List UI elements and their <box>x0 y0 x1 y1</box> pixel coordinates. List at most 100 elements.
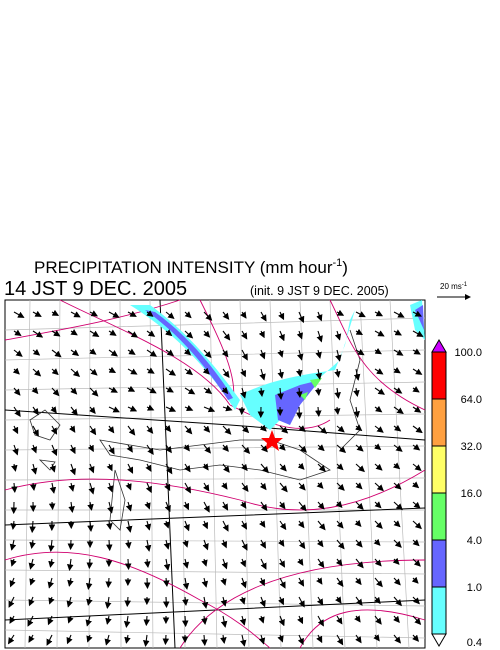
wind-arrow <box>69 444 76 455</box>
wind-arrow <box>182 558 190 569</box>
wind-arrow <box>393 387 403 394</box>
wind-arrow <box>164 501 171 513</box>
wind-arrow <box>220 539 228 549</box>
wind-arrow <box>221 349 229 358</box>
wind-arrow <box>260 463 269 474</box>
time-label: 14 JST 9 DEC. 2005 <box>4 278 187 300</box>
wind-arrow <box>125 539 132 550</box>
wind-arrow <box>239 558 247 568</box>
wind-arrow <box>88 463 95 474</box>
wind-arrow <box>374 425 384 433</box>
wind-arrow <box>146 387 157 394</box>
wind-arrow <box>127 405 138 412</box>
wind-arrow <box>127 425 136 436</box>
wind-arrow <box>258 615 265 624</box>
wind-arrow <box>28 596 35 607</box>
wind-arrow <box>220 615 228 628</box>
colorbar-segment <box>431 586 447 635</box>
wind-arrow <box>298 596 305 608</box>
wind-arrow <box>221 482 228 490</box>
wind-arrow <box>222 330 231 341</box>
wind-arrow <box>411 576 419 584</box>
wind-arrow <box>144 501 151 510</box>
wind-arrow <box>297 349 304 361</box>
wind-arrow <box>279 577 286 589</box>
wind-arrow <box>144 539 152 552</box>
scale-sup: -1 <box>462 282 468 288</box>
wind-arrow <box>355 424 363 432</box>
wind-arrow <box>48 539 55 553</box>
wind-arrow <box>278 311 285 321</box>
init-label: (init. 9 JST 9 DEC. 2005) <box>250 284 389 298</box>
wind-arrow <box>355 311 366 318</box>
wind-arrow <box>374 330 385 337</box>
wind-arrow <box>29 577 36 586</box>
wind-arrow <box>183 520 190 532</box>
wind-arrow <box>316 311 323 322</box>
colorbar-segment <box>431 445 447 494</box>
wind-arrow <box>279 463 287 472</box>
wind-arrow <box>374 501 382 509</box>
wind-arrow <box>32 368 42 377</box>
scale-label: 20 ms-1 <box>440 282 468 291</box>
wind-arrow <box>258 330 265 339</box>
wind-arrow <box>241 330 248 340</box>
wind-arrow <box>182 539 189 548</box>
wind-arrow <box>7 634 15 645</box>
wind-arrow <box>393 501 403 511</box>
wind-arrow <box>10 520 17 531</box>
wind-arrow <box>355 501 364 510</box>
wind-arrow <box>220 577 227 586</box>
wind-arrow <box>32 330 44 338</box>
wind-arrow <box>203 311 213 321</box>
wind-arrow <box>68 501 75 513</box>
wind-arrow <box>241 444 251 455</box>
wind-arrow <box>335 349 342 362</box>
wind-arrow <box>105 615 112 625</box>
colorbar-segment <box>431 539 447 588</box>
wind-arrow <box>182 596 189 607</box>
wind-arrow <box>107 501 114 514</box>
wind-arrow <box>184 311 192 319</box>
wind-arrow <box>12 425 19 435</box>
wind-arrow <box>279 482 288 493</box>
wind-arrow <box>13 406 21 418</box>
wind-arrow <box>106 463 113 472</box>
wind-arrow <box>10 558 17 567</box>
wind-arrow <box>51 309 60 316</box>
wind-arrow <box>240 368 247 378</box>
wind-arrow <box>70 349 80 357</box>
wind-arrow <box>222 404 233 412</box>
wind-arrow <box>162 596 170 609</box>
colorbar-over <box>431 339 447 353</box>
wind-arrow <box>203 406 216 413</box>
wind-arrow <box>184 404 194 412</box>
wind-arrow <box>412 539 420 547</box>
wind-arrow <box>203 330 211 338</box>
wind-arrow <box>85 577 93 590</box>
wind-arrow <box>222 520 229 532</box>
wind-arrow <box>355 634 362 644</box>
wind-arrow <box>124 634 131 644</box>
title-text: PRECIPITATION INTENSITY (mm hour <box>34 258 333 277</box>
wind-arrow <box>66 596 73 608</box>
wind-arrow <box>203 501 210 513</box>
wind-arrow <box>373 634 380 642</box>
wind-arrow <box>221 387 229 395</box>
wind-arrow <box>67 577 74 587</box>
wind-arrow <box>373 538 381 546</box>
wind-arrow <box>335 500 343 508</box>
wind-arrow <box>336 520 344 529</box>
wind-arrow <box>107 482 114 493</box>
wind-arrow <box>278 615 285 627</box>
wind-arrow <box>259 349 266 360</box>
wind-arrow <box>277 634 284 643</box>
wind-arrow <box>278 501 286 510</box>
wind-arrow <box>50 406 57 414</box>
wind-arrow <box>317 520 326 531</box>
colorbar-label: 100.0 <box>454 347 482 359</box>
wind-arrow <box>259 368 266 381</box>
map-frame <box>4 299 426 649</box>
wind-arrow <box>374 405 383 413</box>
wind-arrow <box>13 311 25 318</box>
